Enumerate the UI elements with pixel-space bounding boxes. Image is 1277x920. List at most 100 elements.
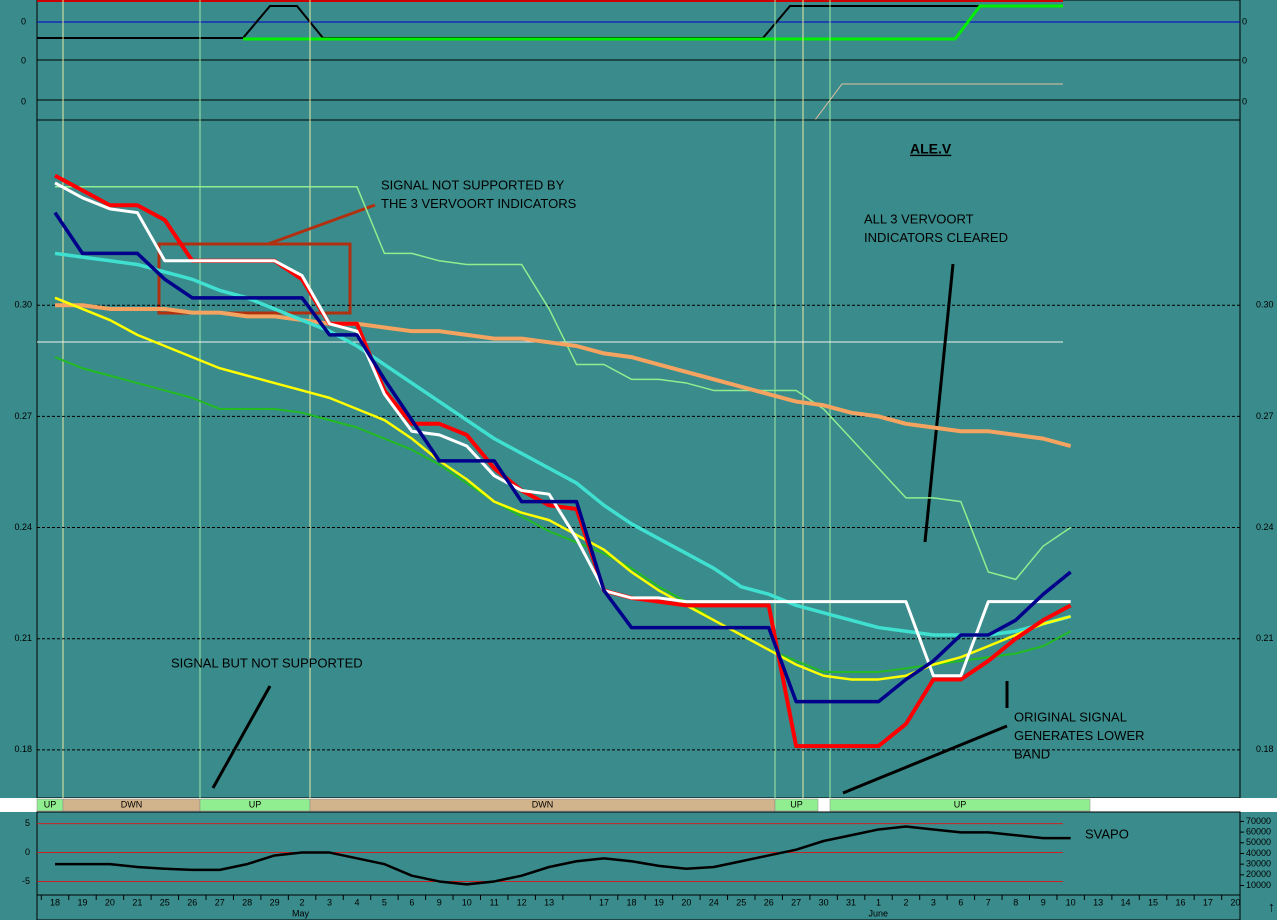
scroll-arrow[interactable]: ↑ xyxy=(1268,899,1275,915)
trend-band-label: UP xyxy=(954,799,967,809)
annotation: ORIGINAL SIGNAL xyxy=(1014,709,1127,724)
x-tick-label: 10 xyxy=(462,897,472,907)
x-tick-label: 1 xyxy=(876,897,881,907)
svapo-tick-label: 5 xyxy=(25,818,30,828)
arrow xyxy=(267,203,376,246)
annotation: SIGNAL NOT SUPPORTED BY xyxy=(381,177,565,192)
trend-band-label: DWN xyxy=(532,799,554,809)
indicator-line xyxy=(243,4,1063,41)
x-tick-label: 20 xyxy=(105,897,115,907)
x-tick-label: 29 xyxy=(270,897,280,907)
x-tick-label: 19 xyxy=(654,897,664,907)
x-tick-label: 6 xyxy=(958,897,963,907)
y-tick-label: 0.30 xyxy=(14,300,32,310)
series-line xyxy=(54,181,1071,678)
x-tick-label: 2 xyxy=(903,897,908,907)
y-tick-label: 0.18 xyxy=(1256,744,1274,754)
x-tick-label: 25 xyxy=(160,897,170,907)
annotation: GENERATES LOWER xyxy=(1014,728,1145,743)
chart-title: ALE.V xyxy=(910,141,952,157)
annotation: ALL 3 VERVOORT xyxy=(864,211,974,226)
svapo-y2-tick-label: 50000 xyxy=(1246,837,1271,847)
x-tick-label: 10 xyxy=(1066,897,1076,907)
svapo-tick-label: 0 xyxy=(25,847,30,857)
annotation: THE 3 VERVOORT INDICATORS xyxy=(381,196,577,211)
trend-band xyxy=(829,798,1091,812)
x-tick-label: 17 xyxy=(599,897,609,907)
svapo-y2-tick-label: 20000 xyxy=(1246,869,1271,879)
x-tick-label: 27 xyxy=(791,897,801,907)
y-tick-label: 0.27 xyxy=(14,411,32,421)
x-tick-label: 24 xyxy=(709,897,719,907)
y-tick-label: 0.27 xyxy=(1256,411,1274,421)
x-tick-label: 9 xyxy=(437,897,442,907)
indicator-tick: 0 xyxy=(21,16,26,26)
x-tick-label: 11 xyxy=(490,897,499,907)
x-tick-label: 15 xyxy=(1148,897,1158,907)
indicator-tick: 0 xyxy=(21,55,26,65)
x-tick-label: 31 xyxy=(846,897,856,907)
x-tick-label: 9 xyxy=(1041,897,1046,907)
x-tick-label: 14 xyxy=(1121,897,1131,907)
svapo-y2-tick-label: 10000 xyxy=(1246,880,1271,890)
x-tick-label: 7 xyxy=(986,897,991,907)
y-tick-label: 0.18 xyxy=(14,744,32,754)
arrow xyxy=(842,724,1008,795)
x-tick-label: 21 xyxy=(132,897,142,907)
x-tick-label: 19 xyxy=(77,897,87,907)
x-tick-label: 18 xyxy=(50,897,60,907)
svapo-y2-tick-label: 60000 xyxy=(1246,826,1271,836)
x-tick-label: 6 xyxy=(409,897,414,907)
month-label: May xyxy=(292,908,310,918)
x-tick-label: 4 xyxy=(354,897,359,907)
arrow xyxy=(923,263,955,543)
series-line xyxy=(55,825,1071,886)
svapo-panel xyxy=(36,811,1241,896)
x-tick-label: 3 xyxy=(931,897,936,907)
main-panel xyxy=(36,119,1241,799)
y-tick-label: 0.24 xyxy=(1256,522,1274,532)
annotation: BAND xyxy=(1014,746,1050,761)
svapo-y2-tick-label: 30000 xyxy=(1246,859,1271,869)
trend-band-label: UP xyxy=(790,799,803,809)
x-tick-label: 16 xyxy=(1175,897,1185,907)
x-tick-label: 30 xyxy=(819,897,829,907)
series-line xyxy=(54,296,1071,681)
x-tick-label: 26 xyxy=(764,897,774,907)
x-tick-label: 2 xyxy=(300,897,305,907)
annotation: INDICATORS CLEARED xyxy=(864,230,1008,245)
trend-band-label: UP xyxy=(249,799,262,809)
indicator-tick: 0 xyxy=(1242,16,1247,26)
svapo-label: SVAPO xyxy=(1085,826,1129,841)
x-tick-label: 5 xyxy=(382,897,387,907)
highlight-box xyxy=(157,242,352,315)
month-label: June xyxy=(869,908,889,918)
y-tick-label: 0.24 xyxy=(14,522,32,532)
x-tick-label: 28 xyxy=(242,897,252,907)
arrow xyxy=(211,685,272,789)
indicator-tick: 0 xyxy=(21,96,26,106)
series-line xyxy=(55,185,1072,581)
indicator-tick: 0 xyxy=(1242,55,1247,65)
x-tick-label: 25 xyxy=(736,897,746,907)
trend-band-label: DWN xyxy=(121,799,143,809)
x-tick-label: 26 xyxy=(187,897,197,907)
x-tick-label: 13 xyxy=(544,897,554,907)
x-tick-label: 20 xyxy=(1230,897,1240,907)
indicator-tick: 0 xyxy=(1242,96,1247,106)
series-line xyxy=(54,356,1072,674)
x-tick-label: 18 xyxy=(626,897,636,907)
x-tick-label: 12 xyxy=(517,897,527,907)
y-tick-label: 0.21 xyxy=(14,633,32,643)
x-axis xyxy=(36,894,1241,920)
series-line xyxy=(55,303,1072,448)
annotation: SIGNAL BUT NOT SUPPORTED xyxy=(171,655,363,670)
x-tick-label: 20 xyxy=(681,897,691,907)
x-tick-label: 13 xyxy=(1093,897,1103,907)
svapo-y2-tick-label: 70000 xyxy=(1246,816,1271,826)
svapo-y2-tick-label: 40000 xyxy=(1246,848,1271,858)
trend-band-label: UP xyxy=(44,799,57,809)
x-tick-label: 17 xyxy=(1203,897,1213,907)
